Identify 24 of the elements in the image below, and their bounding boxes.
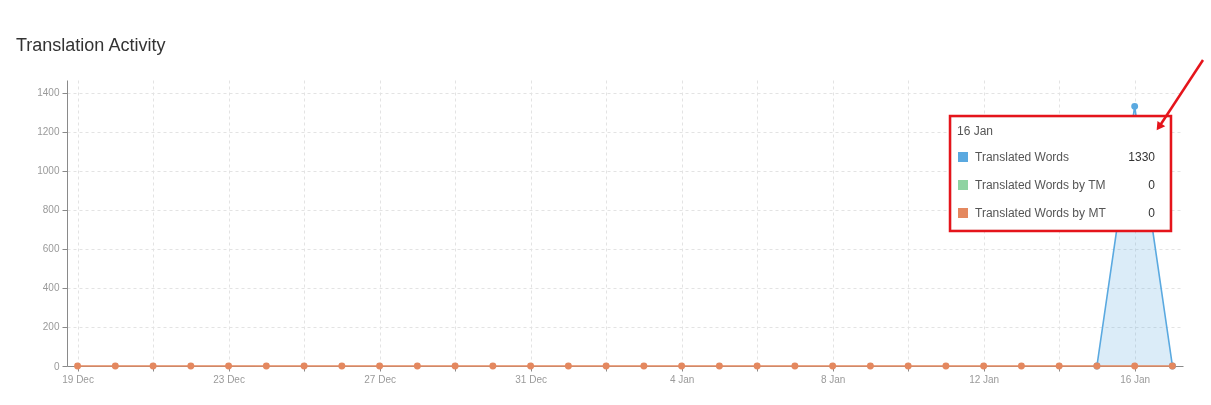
annotation: 0 (1148, 178, 1156, 192)
x-tick-label: 19 Dec (62, 373, 94, 385)
legend-label: Translated Words by MT (975, 206, 1107, 220)
x-tick-label: 4 Jan (669, 373, 695, 385)
y-tick-label: 400 (42, 282, 60, 294)
y-tick-label: 1400 (37, 87, 60, 99)
x-tick-label: 8 Jan (820, 373, 846, 385)
annotation: 1330 (1128, 150, 1156, 164)
x-tick-label: 12 Jan (969, 373, 1000, 385)
x-tick-label: 16 Jan (1120, 373, 1151, 385)
y-tick-label: 800 (42, 204, 60, 216)
y-tick-label: 600 (42, 243, 60, 255)
x-tick-label: 23 Dec (213, 373, 245, 385)
annotation: 0 (1148, 206, 1156, 220)
legend-label: Translated Words by TM (975, 178, 1106, 192)
legend-label: Translated Words (975, 150, 1070, 164)
chart-title: Translation Activity (16, 34, 166, 55)
x-tick-label: 27 Dec (364, 373, 396, 385)
y-tick-label: 1200 (37, 126, 60, 138)
y-tick-label: 1000 (37, 165, 60, 177)
legend-title: 16 Jan (957, 124, 994, 138)
x-tick-label: 31 Dec (515, 373, 547, 385)
y-tick-label: 200 (42, 321, 60, 333)
y-tick-label: 0 (53, 360, 60, 372)
